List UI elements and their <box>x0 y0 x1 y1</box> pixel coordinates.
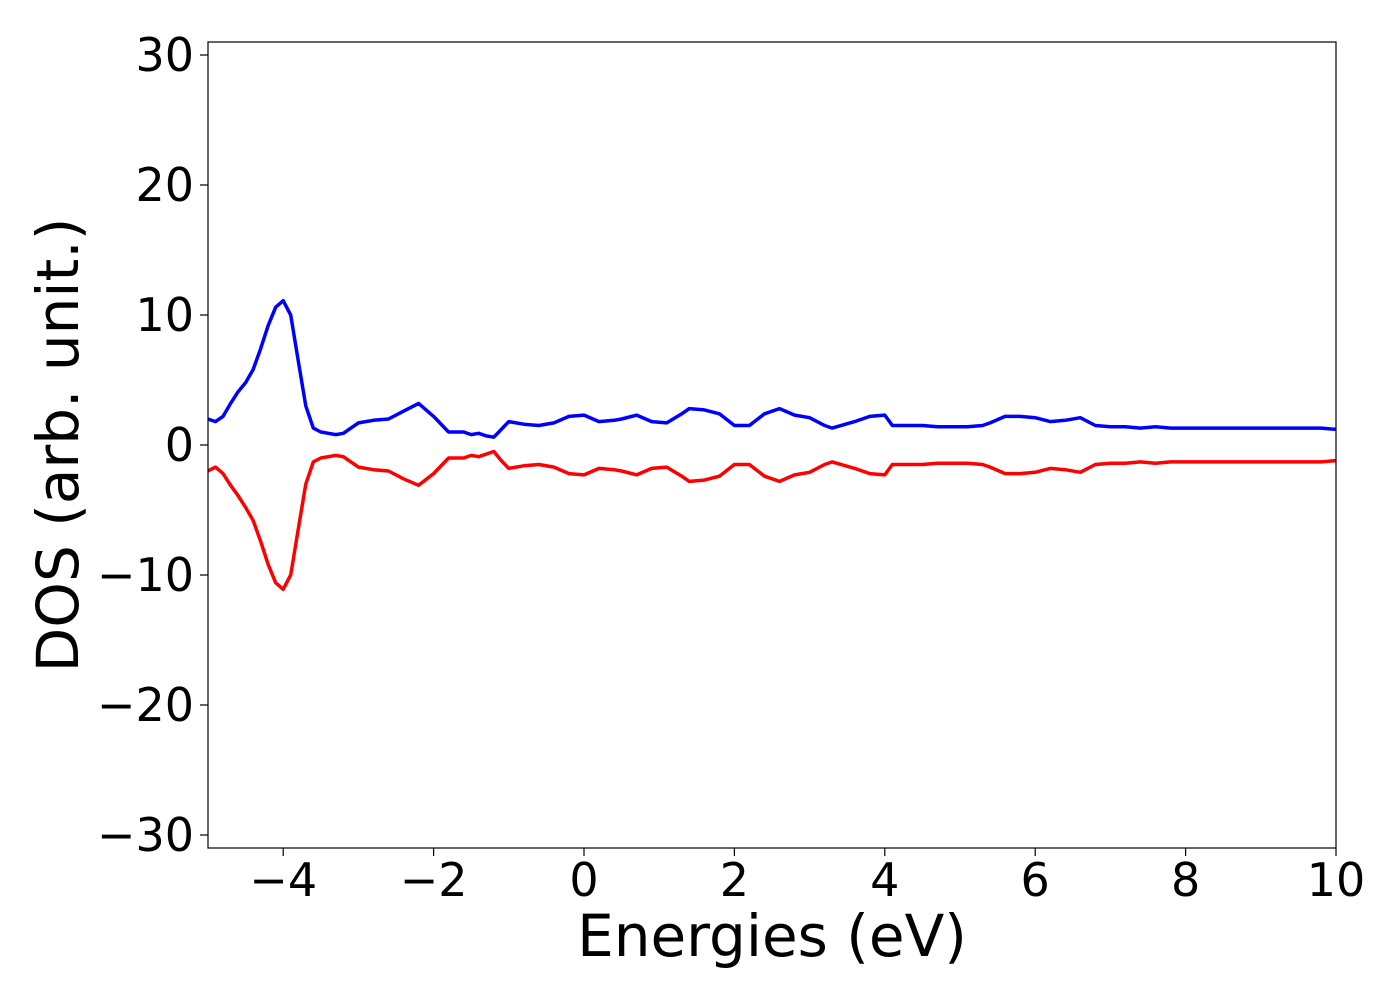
y-tick-label: −10 <box>97 548 194 602</box>
y-tick-label: 0 <box>165 418 194 472</box>
series-line-2 <box>208 449 1336 592</box>
x-axis-ticks: −4 −2 0 2 4 6 8 10 <box>249 848 1365 907</box>
y-tick-label: 20 <box>135 158 194 212</box>
y-tick-label: 10 <box>135 288 194 342</box>
x-tick-label: 10 <box>1307 853 1366 907</box>
x-tick-label: 8 <box>1171 853 1200 907</box>
y-axis-title: DOS (arb. unit.) <box>24 218 92 673</box>
x-tick-label: 2 <box>720 853 749 907</box>
y-tick-label: 30 <box>135 28 194 82</box>
series-layer <box>208 298 1336 592</box>
x-tick-label: −2 <box>400 853 468 907</box>
series-line-1 <box>208 298 1336 439</box>
x-tick-label: 6 <box>1021 853 1050 907</box>
x-tick-label: 4 <box>870 853 899 907</box>
y-tick-label: −30 <box>97 808 194 862</box>
x-axis-title: Energies (eV) <box>577 902 967 970</box>
y-axis-ticks: 30 20 10 0 −10 −20 −30 <box>97 28 208 862</box>
x-tick-label: 0 <box>569 853 598 907</box>
y-tick-label: −20 <box>97 678 194 732</box>
x-tick-label: −4 <box>249 853 317 907</box>
plot-area-frame <box>207 41 1337 849</box>
